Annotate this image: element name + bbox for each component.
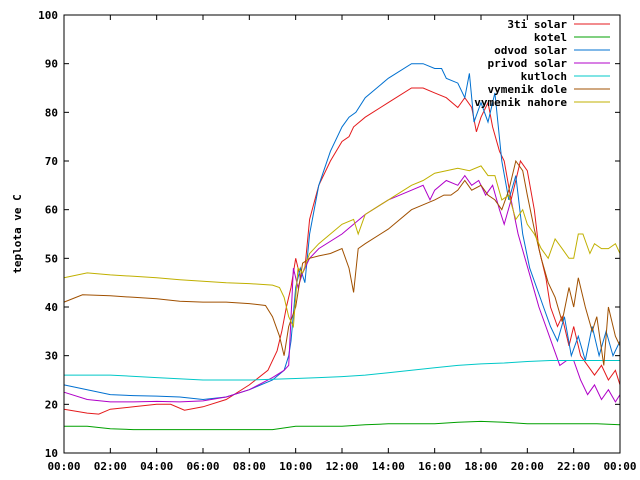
y-tick-label: 90 bbox=[45, 58, 58, 71]
x-tick-label: 06:00 bbox=[186, 460, 219, 473]
series-line-vymenik-nahore bbox=[63, 165, 621, 329]
y-tick-label: 10 bbox=[45, 447, 58, 460]
x-tick-label: 10:00 bbox=[279, 460, 312, 473]
legend-label-kutloch: kutloch bbox=[521, 70, 567, 83]
y-tick-label: 80 bbox=[45, 106, 58, 119]
legend-label-privod-solar: privod solar bbox=[488, 57, 568, 70]
x-tick-label: 04:00 bbox=[140, 460, 173, 473]
x-tick-label: 16:00 bbox=[418, 460, 451, 473]
series-line-vymenik-dole bbox=[63, 159, 621, 366]
x-tick-label: 18:00 bbox=[464, 460, 497, 473]
legend-label-3ti-solar: 3ti solar bbox=[507, 18, 567, 31]
series-line-privod-solar bbox=[63, 174, 621, 403]
x-tick-label: 12:00 bbox=[325, 460, 358, 473]
series-line-3ti-solar bbox=[63, 87, 621, 415]
y-tick-label: 50 bbox=[45, 252, 58, 265]
x-axis: 00:00 02:00 04:00 06:00 08:00 10:00 12:00 14:00… bbox=[47, 15, 637, 473]
y-tick-label: 30 bbox=[45, 350, 58, 363]
legend-label-odvod-solar: odvod solar bbox=[494, 44, 567, 57]
x-tick-label: 02:00 bbox=[94, 460, 127, 473]
y-tick-label: 70 bbox=[45, 155, 58, 168]
series-layer bbox=[63, 63, 621, 431]
y-tick-label: 60 bbox=[45, 204, 58, 217]
x-tick-label: 14:00 bbox=[372, 460, 405, 473]
x-tick-label: 20:00 bbox=[511, 460, 544, 473]
x-tick-label: 00:00 bbox=[47, 460, 80, 473]
x-tick-label: 08:00 bbox=[233, 460, 266, 473]
legend-label-kotel: kotel bbox=[534, 31, 567, 44]
y-tick-label: 40 bbox=[45, 301, 58, 314]
series-line-kutloch bbox=[64, 360, 620, 381]
x-tick-label: 00:00 bbox=[603, 460, 636, 473]
legend-label-vymenik-nahore: vymenik nahore bbox=[474, 96, 567, 109]
x-tick-label: 22:00 bbox=[557, 460, 590, 473]
y-tick-label: 100 bbox=[38, 9, 58, 22]
legend-label-vymenik-dole: vymenik dole bbox=[488, 83, 568, 96]
series-line-kotel bbox=[64, 420, 621, 431]
y-tick-label: 20 bbox=[45, 398, 58, 411]
series-line-odvod-solar bbox=[63, 63, 621, 401]
y-axis-title: teplota ve C bbox=[11, 194, 24, 273]
y-axis: 10 20 30 40 50 60 70 80 90 100 bbox=[38, 9, 620, 460]
